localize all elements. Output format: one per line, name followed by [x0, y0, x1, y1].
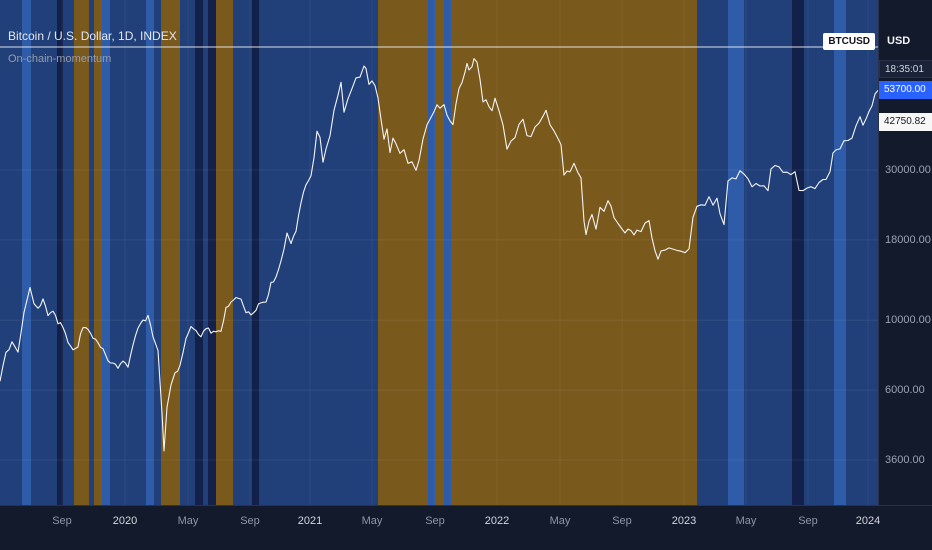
symbol-title[interactable]: Bitcoin / U.S. Dollar, 1D, INDEX — [8, 29, 177, 43]
time-axis-month-label: Sep — [425, 515, 445, 527]
currency-label: USD — [887, 35, 911, 47]
price-chart-canvas[interactable] — [0, 0, 878, 505]
time-axis-month-label: Sep — [240, 515, 260, 527]
price-tick-label: 10000.00 — [885, 314, 931, 327]
bar-countdown-label: 18:35:01 — [879, 60, 932, 79]
time-axis-month-label: Sep — [612, 515, 632, 527]
secondary-price-label: 42750.82 — [879, 112, 932, 131]
price-tick-label: 6000.00 — [885, 384, 925, 397]
time-axis-year-label: 2020 — [112, 515, 138, 527]
indicator-label[interactable]: On-chain-momentum — [8, 53, 112, 65]
price-tick-label: 30000.00 — [885, 164, 931, 176]
price-axis[interactable]: USD 18:35:01 53700.00 42750.82 30000.00 1… — [878, 0, 932, 550]
time-axis-month-label: May — [735, 515, 757, 527]
chart-legend: Bitcoin / U.S. Dollar, 1D, INDEX On-chai… — [8, 28, 177, 67]
price-tick-label: 3600.00 — [885, 454, 925, 466]
time-axis-month-label: Sep — [798, 515, 818, 527]
symbol-badge: BTCUSD — [823, 33, 875, 50]
time-axis-year-label: 2022 — [484, 515, 510, 527]
time-axis[interactable]: Sep 2020 May Sep 2021 May Sep 2022 May Sep 2023 May… — [0, 505, 932, 550]
time-axis-year-label: 2021 — [297, 515, 323, 527]
price-tick-label: 18000.00 — [885, 233, 931, 246]
time-axis-month-label: May — [177, 515, 199, 527]
price-chart-pane[interactable]: Bitcoin / U.S. Dollar, 1D, INDEX On-chai… — [0, 0, 878, 505]
time-axis-month-label: May — [361, 515, 383, 527]
time-axis-month-label: Sep — [52, 515, 72, 527]
time-axis-year-label: 2024 — [855, 515, 881, 527]
time-axis-month-label: May — [549, 515, 571, 527]
current-price-label: 53700.00 — [879, 81, 932, 100]
time-axis-year-label: 2023 — [671, 515, 697, 527]
